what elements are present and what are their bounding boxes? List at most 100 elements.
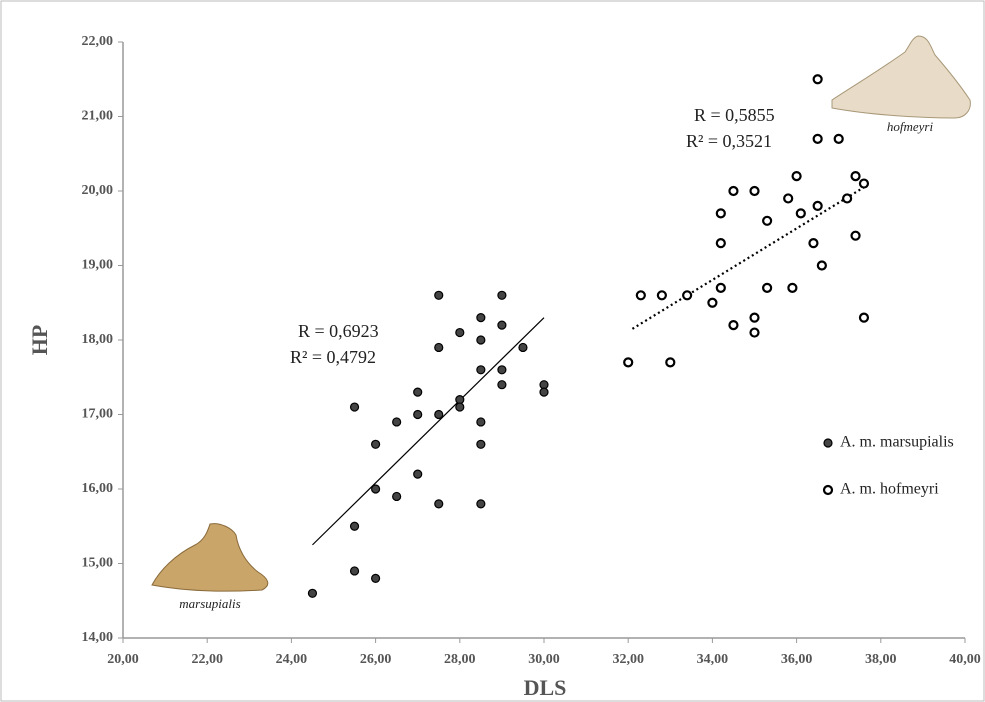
data-point — [476, 335, 486, 345]
trendline — [631, 186, 865, 330]
data-point — [682, 290, 693, 301]
data-point — [497, 380, 507, 390]
data-point — [434, 499, 444, 509]
data-point — [812, 200, 823, 211]
x-tick-label: 26,00 — [360, 652, 392, 667]
y-tick-label: 15,00 — [82, 556, 114, 571]
data-point — [749, 185, 760, 197]
x-tick-label: 22,00 — [191, 652, 223, 667]
data-point — [762, 282, 773, 293]
bone-image — [831, 35, 971, 119]
y-tick-label: 18,00 — [82, 332, 114, 347]
data-point — [808, 238, 819, 249]
x-tick-label: 20,00 — [107, 652, 139, 667]
legend-marker — [822, 484, 834, 496]
x-tick-label: 32,00 — [612, 652, 644, 667]
x-tick-label: 36,00 — [781, 652, 813, 667]
annotation: R = 0,6923 — [298, 321, 379, 341]
data-point — [728, 320, 739, 331]
data-point — [539, 387, 549, 397]
data-point — [434, 290, 444, 300]
x-tick-label: 34,00 — [697, 652, 729, 667]
data-point — [349, 402, 360, 412]
x-tick-label: 28,00 — [444, 652, 476, 667]
data-point — [497, 320, 507, 330]
image-caption: hofmeyri — [887, 119, 934, 134]
annotation: R² = 0,4792 — [290, 347, 376, 367]
data-point — [858, 178, 870, 189]
legend-label: A. m. hofmeyri — [840, 481, 939, 498]
legend-label: A. m. marsupialis — [840, 434, 954, 451]
y-tick-label: 17,00 — [82, 407, 114, 422]
data-point — [392, 491, 402, 502]
annotation: R² = 0,3521 — [686, 131, 772, 151]
data-point — [715, 282, 726, 293]
data-point — [413, 409, 423, 420]
data-point — [371, 484, 381, 494]
x-axis-title: DLS — [524, 675, 567, 700]
data-point — [539, 380, 549, 390]
data-point — [728, 185, 739, 197]
data-point — [434, 409, 444, 420]
y-tick-label: 19,00 — [82, 258, 114, 273]
data-point — [812, 133, 823, 144]
data-point — [476, 439, 486, 449]
data-point — [349, 521, 360, 531]
data-point — [434, 342, 444, 353]
data-point — [707, 297, 718, 308]
data-point — [715, 238, 726, 249]
image-caption: marsupialis — [179, 596, 240, 611]
data-point — [371, 573, 381, 584]
y-tick-label: 22,00 — [82, 34, 114, 49]
data-point — [455, 395, 465, 405]
x-tick-label: 40,00 — [949, 652, 981, 667]
data-point — [791, 171, 802, 182]
data-point — [413, 469, 423, 479]
y-tick-label: 16,00 — [82, 481, 114, 496]
data-point — [476, 499, 486, 509]
data-point — [850, 230, 861, 241]
x-tick-label: 24,00 — [276, 652, 308, 667]
data-point — [787, 282, 798, 293]
legend-marker — [823, 438, 833, 448]
data-point — [656, 290, 667, 301]
data-point — [833, 133, 844, 144]
data-point — [783, 193, 794, 204]
data-point — [307, 588, 318, 598]
bone-image — [151, 523, 269, 592]
data-point — [850, 171, 861, 182]
data-point — [858, 312, 870, 323]
data-point — [635, 290, 646, 301]
data-point — [371, 439, 381, 449]
data-point — [795, 208, 806, 219]
trendline — [312, 317, 545, 546]
data-point — [518, 342, 528, 353]
data-point — [476, 417, 486, 427]
data-point — [455, 327, 465, 338]
x-tick-label: 30,00 — [528, 652, 560, 667]
data-point — [749, 312, 760, 323]
data-point — [812, 74, 823, 85]
x-tick-label: 38,00 — [865, 652, 897, 667]
y-tick-label: 20,00 — [82, 183, 114, 198]
data-point — [497, 290, 507, 300]
data-point — [455, 402, 465, 412]
data-point — [842, 193, 853, 204]
data-point — [715, 208, 726, 219]
y-axis-title: HP — [27, 325, 52, 356]
y-tick-label: 14,00 — [82, 630, 114, 645]
data-point — [413, 387, 423, 397]
data-point — [349, 566, 360, 576]
data-point — [762, 215, 773, 226]
annotation: R = 0,5855 — [694, 105, 775, 125]
data-point — [497, 365, 507, 375]
data-point — [665, 357, 676, 368]
y-tick-label: 21,00 — [82, 109, 114, 124]
data-point — [476, 313, 486, 323]
data-point — [476, 365, 486, 375]
data-point — [623, 357, 634, 368]
data-point — [749, 327, 760, 338]
data-point — [392, 417, 402, 427]
